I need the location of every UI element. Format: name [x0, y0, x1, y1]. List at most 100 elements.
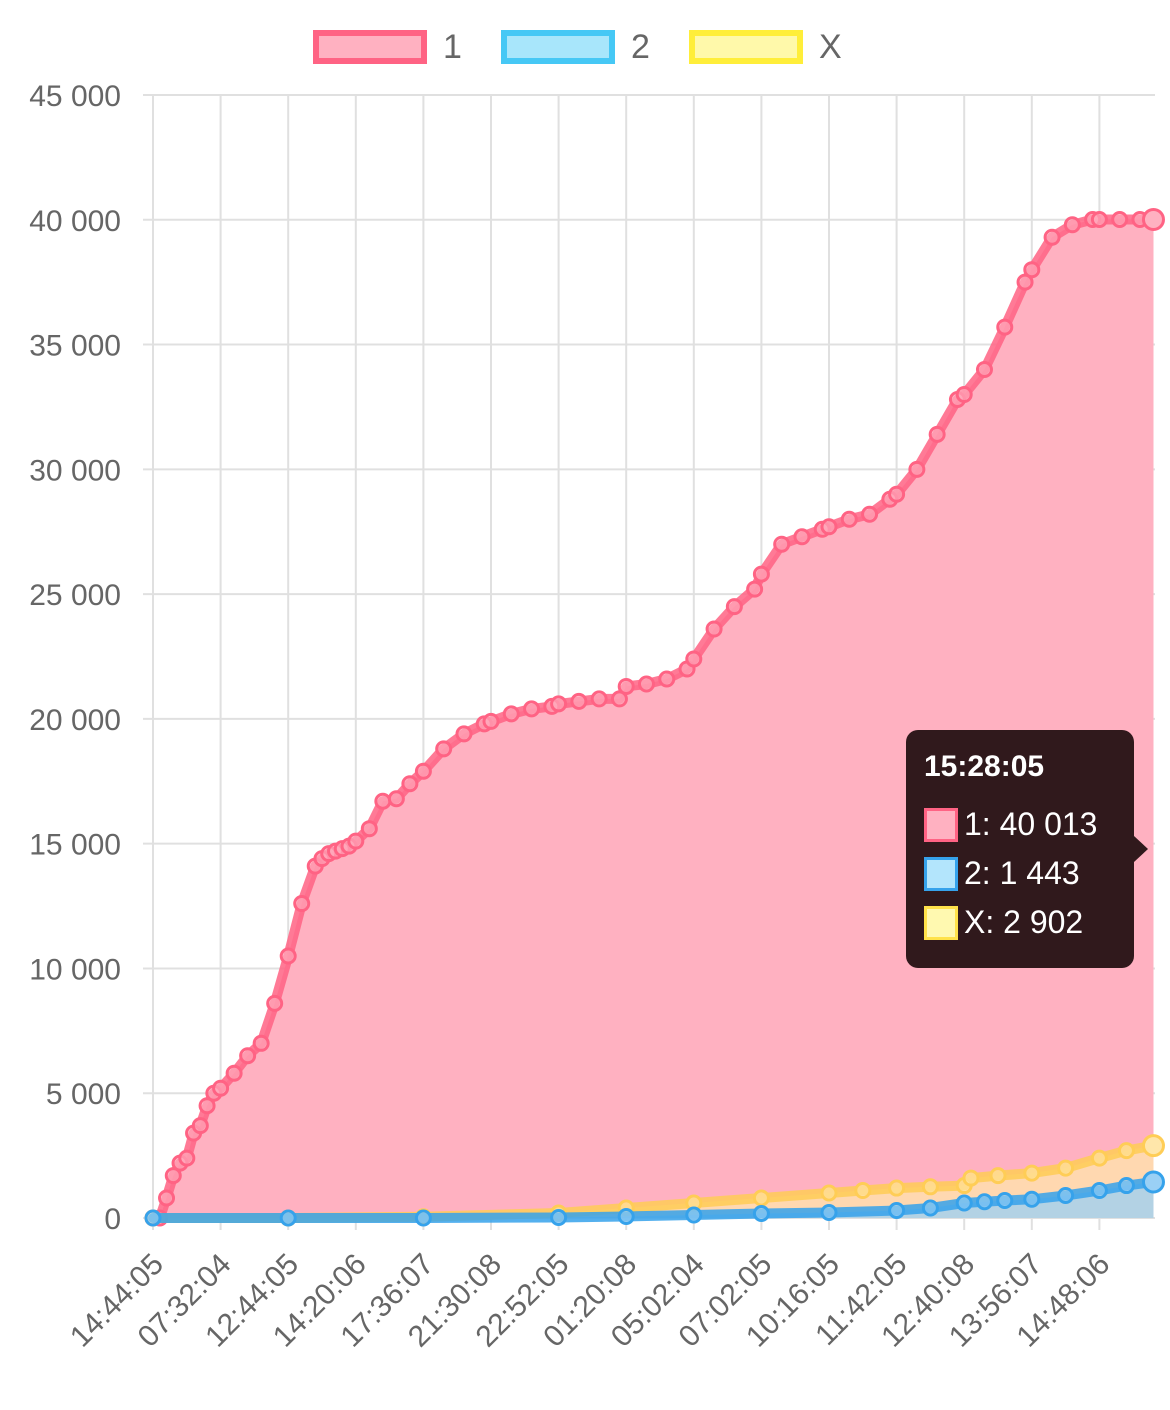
series-point-X — [888, 1179, 906, 1197]
series-point-2 — [617, 1208, 635, 1226]
y-tick-label: 45 000 — [29, 80, 121, 113]
series-point-1 — [773, 535, 791, 553]
series-point-1 — [164, 1167, 182, 1185]
tooltip-title: 15:28:05 — [924, 750, 1045, 783]
series-point-X — [1117, 1142, 1135, 1160]
series-point-1 — [266, 994, 284, 1012]
series-point-1 — [908, 460, 926, 478]
series-point-1 — [198, 1097, 216, 1115]
series-point-2 — [279, 1209, 297, 1227]
series-last-point-2 — [1141, 1170, 1165, 1194]
series-point-1 — [550, 695, 568, 713]
series-point-X — [1090, 1149, 1108, 1167]
series-point-1 — [975, 361, 993, 379]
y-axis: 0 5 000 10 000 15 000 20 000 25 000 30 000 35 0… — [29, 80, 121, 1236]
series-point-1 — [840, 510, 858, 528]
legend-swatch-1 — [313, 30, 427, 64]
tooltip-row-2: 2: 1 443 — [924, 849, 1116, 898]
series-point-2 — [1090, 1182, 1108, 1200]
series-point-1 — [239, 1047, 257, 1065]
series-point-X — [752, 1189, 770, 1207]
series-point-1 — [888, 485, 906, 503]
y-tick-label: 35 000 — [29, 330, 121, 363]
tooltip-row-x: X: 2 902 — [924, 898, 1116, 947]
series-point-X — [962, 1169, 980, 1187]
series-point-2 — [975, 1193, 993, 1211]
series-point-1 — [705, 620, 723, 638]
tooltip-label-2: 2: 1 443 — [964, 855, 1080, 891]
series-point-1 — [1090, 210, 1108, 228]
series-point-1 — [279, 947, 297, 965]
series-last-point-X — [1141, 1134, 1165, 1158]
tooltip-swatch-1 — [924, 807, 958, 842]
series-point-1 — [1016, 273, 1034, 291]
legend: 1 2 X — [0, 22, 1170, 72]
series-point-1 — [523, 700, 541, 718]
legend-label-1: 1 — [443, 27, 462, 66]
x-axis: 14:44:0507:32:0412:44:0514:20:0617:36:07… — [64, 1248, 1116, 1354]
series-point-1 — [360, 820, 378, 838]
y-tick-label: 0 — [104, 1203, 121, 1236]
series-point-1 — [685, 650, 703, 668]
series-point-2 — [685, 1206, 703, 1224]
y-tick-label: 10 000 — [29, 953, 121, 986]
series-last-point-1 — [1141, 207, 1165, 231]
series-point-1 — [293, 895, 311, 913]
series-point-1 — [455, 725, 473, 743]
series-point-1 — [658, 670, 676, 688]
series-point-1 — [996, 318, 1014, 336]
series-point-1 — [414, 762, 432, 780]
legend-item-1[interactable]: 1 — [313, 22, 462, 72]
series-point-1 — [1063, 216, 1081, 234]
y-tick-label: 30 000 — [29, 454, 121, 487]
y-tick-label: 25 000 — [29, 579, 121, 612]
tooltip-swatch-2 — [924, 856, 958, 891]
series-point-1 — [725, 598, 743, 616]
tooltip-swatch-x — [924, 905, 958, 940]
legend-label-x: X — [819, 27, 842, 66]
series-point-2 — [996, 1192, 1014, 1210]
series-area-X — [153, 1145, 1154, 1218]
series-point-1 — [752, 565, 770, 583]
series-point-1 — [191, 1117, 209, 1135]
legend-item-2[interactable]: 2 — [501, 22, 650, 72]
legend-swatch-x — [689, 30, 803, 64]
legend-swatch-2 — [501, 30, 615, 64]
series-point-2 — [1057, 1187, 1075, 1205]
tooltip: 15:28:05 1: 40 013 2: 1 443 X: 2 902 — [906, 730, 1134, 968]
series-point-X — [820, 1184, 838, 1202]
y-tick-label: 40 000 — [29, 205, 121, 238]
tooltip-row-1: 1: 40 013 — [924, 800, 1116, 849]
series-point-2 — [414, 1209, 432, 1227]
series-point-1 — [435, 740, 453, 758]
series-point-1 — [347, 832, 365, 850]
series-point-1 — [861, 505, 879, 523]
series-point-1 — [374, 792, 392, 810]
series-point-X — [854, 1182, 872, 1200]
series-areas — [144, 207, 1165, 1227]
series-point-2 — [921, 1199, 939, 1217]
series-point-1 — [928, 425, 946, 443]
series-point-X — [1057, 1159, 1075, 1177]
series-point-1 — [590, 690, 608, 708]
series-point-1 — [1111, 210, 1129, 228]
series-point-1 — [401, 775, 419, 793]
series-point-1 — [617, 677, 635, 695]
series-point-1 — [212, 1079, 230, 1097]
series-point-1 — [570, 692, 588, 710]
series-point-2 — [1117, 1177, 1135, 1195]
series-point-2 — [550, 1209, 568, 1227]
y-tick-label: 15 000 — [29, 829, 121, 862]
series-point-2 — [752, 1205, 770, 1223]
series-point-1 — [793, 528, 811, 546]
series-area-1 — [153, 219, 1154, 1218]
legend-item-x[interactable]: X — [689, 22, 842, 72]
series-point-2 — [888, 1202, 906, 1220]
series-area-2 — [153, 1182, 1154, 1218]
series-point-1 — [1043, 228, 1061, 246]
series-point-2 — [1023, 1190, 1041, 1208]
series-point-1 — [482, 712, 500, 730]
series-point-1 — [746, 580, 764, 598]
series-point-1 — [820, 518, 838, 536]
